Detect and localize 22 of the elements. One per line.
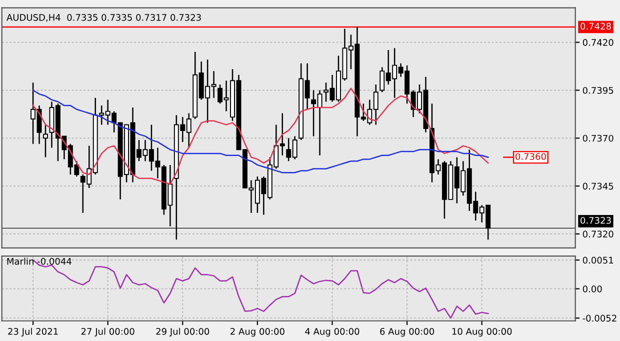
y-tick-label: 0.7395 [582, 86, 614, 94]
x-tick-label: 2 Aug 00:00 [230, 328, 284, 337]
text: 0.7360 [515, 153, 546, 160]
x-tick-label: 6 Aug 00:00 [380, 328, 434, 337]
x-tick-label: 10 Aug 00:00 [452, 328, 512, 337]
x-tick-label: 4 Aug 00:00 [305, 328, 360, 337]
x-tick-label: 23 Jul 2021 [8, 328, 58, 336]
y-tick-label: 0.7420 [582, 39, 614, 46]
candlestick [43, 124, 48, 158]
y-tick-label: 0.7370 [582, 134, 614, 142]
x-tick-label: 29 Jul 00:00 [156, 328, 210, 336]
y-tick-label: 0.00 [582, 285, 602, 292]
text: AUDUSD,H4 0.7335 0.7335 0.7317 0.7323 [6, 14, 201, 22]
y-tick-label: -0.0052 [582, 314, 616, 322]
chart-title: Marlin -0.0044 [7, 258, 72, 265]
y-tick-label: 0.0051 [582, 256, 614, 264]
x-tick-label: 27 Jul 00:00 [81, 328, 134, 336]
ref-line-label: 0.7428 [580, 22, 611, 30]
y-tick-label: 0.7345 [582, 182, 614, 190]
y-tick-label: 0.7320 [582, 230, 614, 238]
line-series [32, 259, 489, 319]
ref-line-label: 0.7323 [580, 216, 611, 224]
